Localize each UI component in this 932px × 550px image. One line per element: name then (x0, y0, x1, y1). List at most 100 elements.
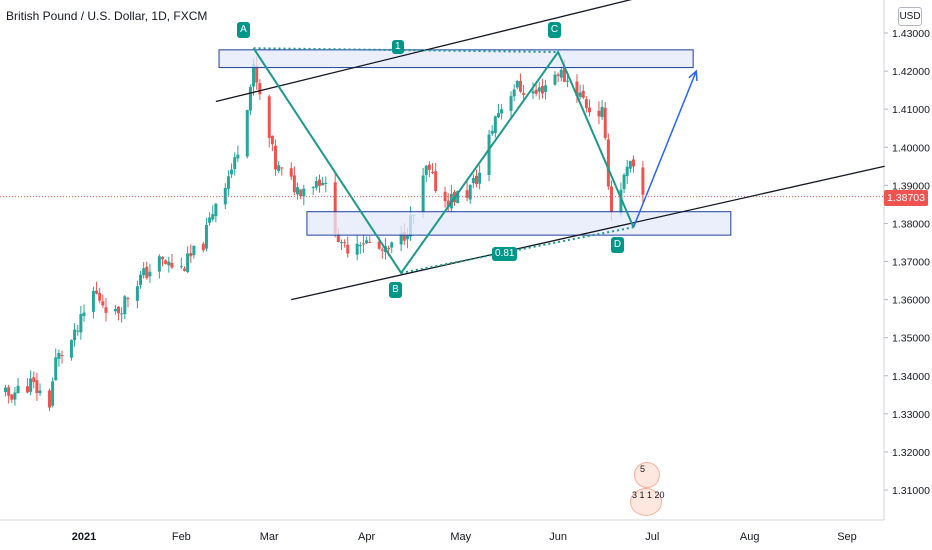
ratio-label-bd: 0.81 (492, 247, 518, 261)
candle-body (343, 242, 347, 244)
candle-body (192, 245, 196, 256)
candle-body (258, 83, 262, 95)
candle-body (204, 224, 208, 249)
x-tick-label: 2021 (72, 531, 96, 543)
point-label-a: A (237, 22, 250, 38)
candle-body (201, 243, 205, 251)
candle-body (311, 187, 315, 189)
candle-body (490, 130, 494, 134)
candle-body (54, 357, 58, 381)
candle-body (98, 292, 102, 301)
candle-body (60, 354, 64, 356)
candle-body (478, 172, 482, 184)
candle-body (361, 243, 365, 245)
candle-body (512, 89, 516, 97)
candle-body (509, 96, 513, 111)
candle-body (248, 87, 252, 111)
candle-body (522, 93, 526, 95)
candle-body (446, 200, 450, 207)
candle-body (289, 168, 293, 177)
point-label-c: C (548, 22, 561, 38)
y-tick-label: 1.37000 (892, 257, 930, 269)
candle-body (628, 160, 632, 169)
candle-body (606, 139, 610, 187)
candle-body (399, 233, 403, 245)
x-tick-label: Feb (172, 531, 191, 543)
last-price-label: 1.38703 (884, 190, 928, 206)
candle-body (230, 169, 234, 175)
candle-body (245, 110, 249, 157)
candle-body (588, 107, 592, 113)
candle-body (270, 135, 274, 145)
candle-body (562, 68, 566, 82)
candle-body (95, 290, 99, 294)
candle-body (214, 203, 218, 217)
candle-body (365, 240, 369, 244)
y-tick-label: 1.36000 (892, 295, 930, 307)
projection-arrow-head (688, 69, 698, 82)
candle-body (553, 74, 557, 85)
candle-body (584, 99, 588, 108)
candle-body (51, 381, 55, 406)
candle-body (515, 80, 519, 88)
candle-body (29, 378, 33, 392)
candle-body (25, 386, 29, 393)
candle-body (531, 91, 535, 94)
candle-body (390, 242, 394, 248)
x-tick-label: Aug (740, 531, 760, 543)
candle-body (10, 394, 14, 400)
candle-body (559, 69, 563, 78)
candle-body (142, 268, 146, 276)
upper-trendline (215, 0, 633, 103)
candle-body (434, 171, 438, 192)
candle-body (346, 244, 350, 254)
candle-body (358, 245, 362, 247)
projection-arrow-line (632, 70, 697, 228)
candle-body (35, 380, 39, 394)
candle-body (280, 167, 284, 169)
y-tick-label: 1.33000 (892, 409, 930, 421)
candle-body (139, 274, 143, 285)
candle-body (321, 182, 325, 186)
chart-title: British Pound / U.S. Dollar, 1D, FXCM (6, 9, 208, 23)
candle-body (556, 74, 560, 76)
candle-body (104, 307, 108, 313)
candle-body (277, 165, 281, 171)
x-tick-label: Apr (358, 531, 375, 543)
candle-body (69, 340, 73, 358)
candle-body (443, 191, 447, 201)
candle-body (487, 134, 491, 175)
candle-body (405, 235, 409, 240)
candle-body (302, 188, 306, 197)
candle-body (540, 85, 544, 94)
candle-body (468, 185, 472, 200)
candle-body (164, 260, 168, 264)
candle-body (299, 189, 303, 197)
candle-body (274, 145, 278, 170)
x-tick-label: Mar (260, 531, 279, 543)
y-tick-label: 1.42000 (892, 66, 930, 78)
candle-body (427, 164, 431, 170)
abcd-pattern-line (252, 47, 635, 275)
candle-body (236, 154, 240, 159)
badge-circle-bottom (630, 488, 662, 516)
lower-trendline (291, 165, 885, 301)
x-tick-label: Jul (645, 531, 659, 543)
candle-body (117, 306, 121, 314)
currency-label[interactable]: USD (898, 7, 922, 26)
badge-circle-top (634, 462, 660, 488)
candle-body (160, 256, 164, 260)
y-tick-label: 1.34000 (892, 371, 930, 383)
candle-body (267, 96, 271, 138)
candle-body (597, 110, 601, 117)
candle-body (101, 301, 105, 306)
y-tick-label: 1.38000 (892, 218, 930, 230)
candle-body (641, 167, 645, 195)
support-zone (306, 211, 732, 236)
candle-body (424, 165, 428, 175)
overlay-badge[interactable]: 5 3 1 1 20 (628, 462, 672, 516)
candle-body (91, 290, 95, 312)
candle-body (145, 266, 149, 278)
